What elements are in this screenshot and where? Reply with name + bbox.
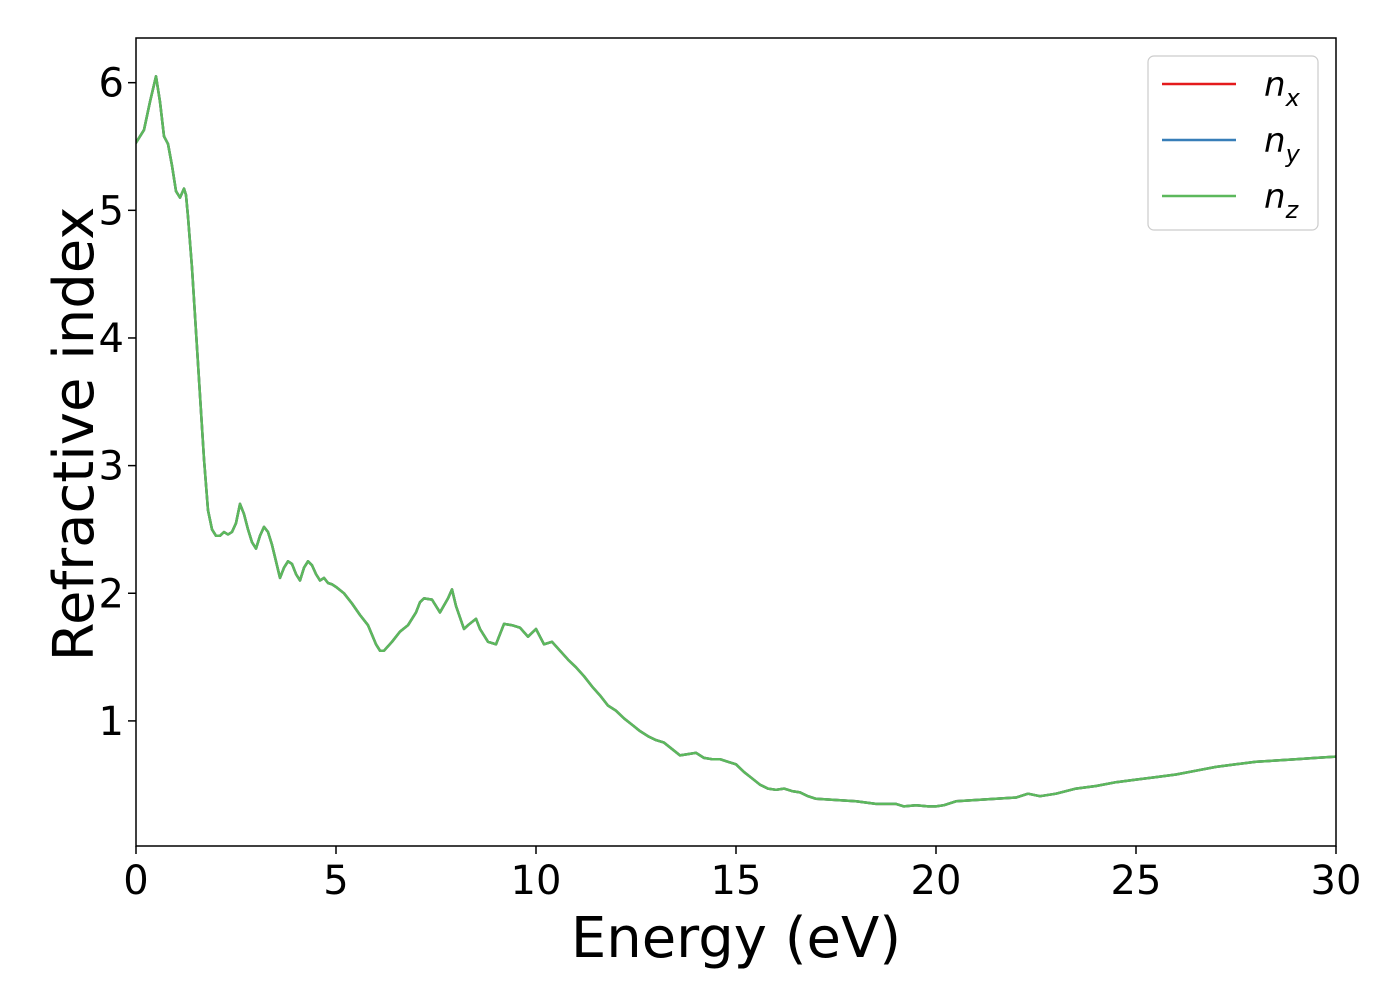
x-axis: 0 5 10 15 20 25 30 <box>123 846 1361 904</box>
x-tick-label: 20 <box>911 858 962 904</box>
y-tick-label: 3 <box>99 444 124 490</box>
legend-box <box>1147 55 1319 231</box>
legend-label-subscript: y <box>1285 140 1301 168</box>
x-tick-label: 5 <box>323 858 348 904</box>
y-tick-label: 4 <box>99 316 124 362</box>
x-tick-label: 0 <box>123 858 148 904</box>
legend-label-subscript: x <box>1285 84 1301 112</box>
y-tick-label: 2 <box>99 571 124 617</box>
x-tick-label: 10 <box>511 858 562 904</box>
x-tick-label: 15 <box>711 858 762 904</box>
legend-label-y: ny <box>1264 121 1301 168</box>
legend-label-z: nz <box>1264 177 1300 224</box>
y-axis-title: Refractive index <box>42 207 107 662</box>
y-tick-label: 1 <box>99 699 124 745</box>
y-tick-label: 6 <box>99 61 124 107</box>
legend-label-base: n <box>1264 65 1286 105</box>
legend-label-base: n <box>1264 121 1286 161</box>
x-tick-label: 25 <box>1111 858 1162 904</box>
y-tick-label: 5 <box>99 188 124 234</box>
legend-label-subscript: z <box>1285 196 1300 224</box>
x-axis-title: Energy (eV) <box>571 906 901 971</box>
series-layer <box>136 75 1336 808</box>
legend-label-x: nx <box>1264 65 1301 112</box>
series-line-z <box>136 75 1336 808</box>
x-tick-label: 30 <box>1311 858 1362 904</box>
y-axis: 1 2 3 4 5 6 <box>99 61 136 745</box>
legend-label-base: n <box>1264 177 1286 217</box>
